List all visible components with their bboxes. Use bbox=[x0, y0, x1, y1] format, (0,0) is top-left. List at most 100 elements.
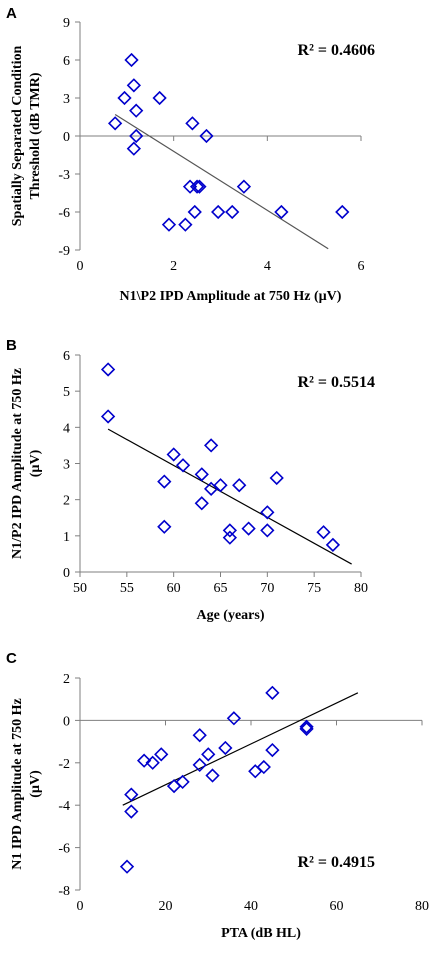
data-point bbox=[117, 90, 132, 106]
data-point bbox=[335, 204, 350, 220]
trendline bbox=[122, 692, 359, 806]
y-tick-label: -3 bbox=[58, 168, 70, 183]
y-tick-label: 5 bbox=[63, 385, 70, 400]
y-tick-label: 6 bbox=[63, 54, 70, 69]
data-point bbox=[185, 116, 200, 131]
data-point bbox=[222, 523, 237, 538]
data-point bbox=[126, 78, 141, 93]
y-tick-label: 0 bbox=[63, 130, 70, 145]
x-tick-label: 0 bbox=[77, 899, 84, 914]
y-tick-label: 2 bbox=[63, 494, 70, 509]
y-tick-label: 3 bbox=[63, 92, 70, 107]
data-point bbox=[256, 759, 271, 775]
x-tick-label: 80 bbox=[415, 899, 429, 914]
data-point bbox=[260, 523, 275, 538]
r-squared-label: R² = 0.4606 bbox=[298, 42, 375, 59]
x-axis-label: Age (years) bbox=[196, 608, 264, 623]
data-point bbox=[232, 478, 247, 493]
data-point bbox=[178, 217, 193, 232]
data-point bbox=[299, 719, 314, 734]
data-point bbox=[192, 728, 207, 743]
y-tick-label: 4 bbox=[63, 421, 70, 436]
x-tick-label: 40 bbox=[244, 899, 258, 914]
y-tick-label: -6 bbox=[58, 842, 70, 857]
x-tick-label: 60 bbox=[330, 899, 344, 914]
y-tick-label: 6 bbox=[63, 349, 70, 364]
data-point bbox=[152, 90, 167, 106]
data-point bbox=[316, 525, 331, 540]
y-axis-label: (µV) bbox=[28, 770, 43, 798]
data-point bbox=[194, 496, 209, 511]
data-point bbox=[129, 128, 144, 144]
data-point bbox=[325, 537, 341, 553]
panel-letter-b: B bbox=[6, 337, 17, 354]
y-tick-label: 0 bbox=[63, 714, 70, 729]
data-point bbox=[124, 804, 139, 819]
data-point bbox=[194, 467, 209, 482]
data-point bbox=[204, 438, 219, 453]
x-tick-label: 80 bbox=[354, 581, 368, 596]
x-tick-label: 2 bbox=[170, 259, 177, 274]
x-axis-label: PTA (dB HL) bbox=[221, 926, 301, 941]
data-point bbox=[225, 204, 240, 220]
data-point bbox=[119, 859, 135, 874]
x-tick-label: 0 bbox=[77, 259, 84, 274]
data-point bbox=[145, 755, 160, 770]
data-point bbox=[126, 141, 141, 156]
x-tick-label: 70 bbox=[260, 581, 274, 596]
y-axis-label: Spatially Separated Condition bbox=[10, 46, 25, 227]
y-tick-label: -2 bbox=[58, 757, 70, 772]
data-point bbox=[248, 764, 263, 779]
data-point bbox=[107, 116, 123, 131]
data-point bbox=[187, 204, 202, 220]
y-tick-label: -6 bbox=[58, 206, 70, 221]
panel-letter-a: A bbox=[6, 5, 17, 22]
y-tick-label: -9 bbox=[58, 244, 70, 259]
x-tick-label: 55 bbox=[120, 581, 134, 596]
data-point bbox=[201, 747, 216, 762]
x-tick-label: 20 bbox=[159, 899, 173, 914]
data-point bbox=[157, 519, 172, 534]
data-point bbox=[241, 521, 256, 536]
data-point bbox=[129, 103, 144, 118]
data-point bbox=[166, 778, 182, 794]
data-point bbox=[192, 757, 207, 773]
y-tick-label: -8 bbox=[58, 884, 70, 899]
data-point bbox=[226, 711, 242, 726]
x-tick-label: 50 bbox=[73, 581, 87, 596]
data-point bbox=[265, 685, 280, 700]
y-axis-label: N1/P2 IPD Amplitude at 750 Hz bbox=[10, 368, 25, 559]
data-point bbox=[161, 217, 177, 232]
x-tick-label: 60 bbox=[167, 581, 181, 596]
x-axis-label: N1\P2 IPD Amplitude at 750 Hz (µV) bbox=[120, 289, 342, 304]
data-point bbox=[192, 179, 207, 194]
data-point bbox=[265, 742, 280, 758]
data-point bbox=[136, 753, 152, 768]
y-tick-label: 1 bbox=[63, 530, 70, 545]
data-point bbox=[157, 474, 172, 489]
data-point bbox=[166, 447, 181, 462]
y-tick-label: 0 bbox=[63, 566, 70, 581]
y-tick-label: 3 bbox=[63, 458, 70, 473]
data-point bbox=[100, 362, 116, 377]
x-tick-label: 6 bbox=[358, 259, 365, 274]
y-axis-label: (µV) bbox=[28, 449, 43, 477]
x-tick-label: 75 bbox=[307, 581, 321, 596]
y-tick-label: 2 bbox=[63, 672, 70, 687]
data-point bbox=[213, 478, 228, 493]
data-point bbox=[269, 470, 284, 486]
data-point bbox=[199, 128, 214, 144]
data-point bbox=[154, 747, 169, 762]
r-squared-label: R² = 0.4915 bbox=[298, 854, 375, 871]
data-point bbox=[218, 740, 233, 756]
y-tick-label: 9 bbox=[63, 16, 70, 31]
data-point bbox=[274, 204, 289, 220]
data-point bbox=[222, 530, 237, 545]
y-axis-label: Threshold (dB TMR) bbox=[28, 72, 43, 199]
data-point bbox=[205, 768, 220, 783]
chart-panel-a: -9 -6 -3 0 3 6 9 0 2 4 6 R² = 0.4606 N1\P2 IPD Ampli… bbox=[10, 16, 375, 304]
data-point bbox=[124, 52, 139, 68]
data-point bbox=[124, 787, 139, 802]
